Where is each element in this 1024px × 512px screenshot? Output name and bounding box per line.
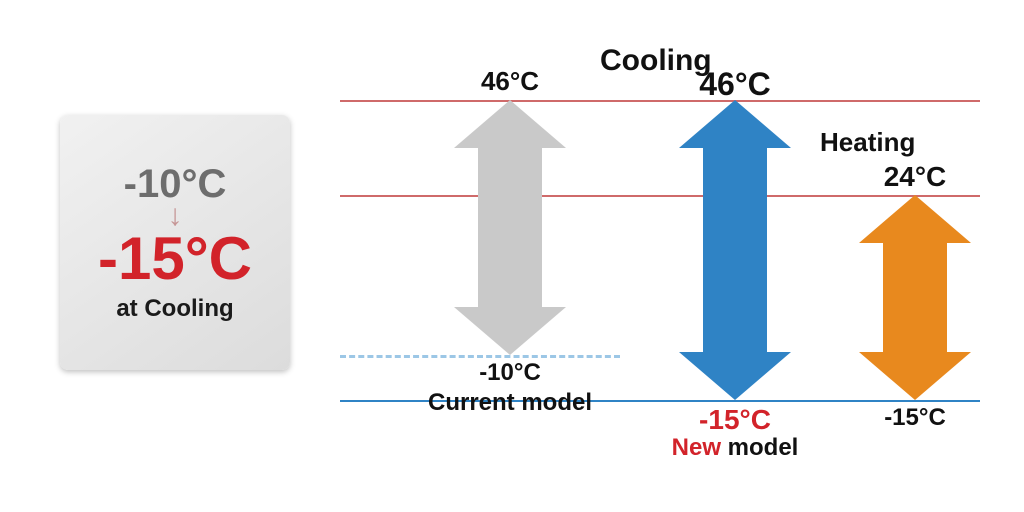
bottom-label-current: -10°C [410,359,610,387]
arrow-shaft [478,148,542,307]
arrow-heating [859,195,971,400]
arrowhead-up-icon [679,100,791,148]
arrowhead-down-icon [454,307,566,355]
top-label-heating: 24°C [830,161,1000,193]
badge-new-temp: -15°C [98,229,252,289]
top-label-new-cool: 46°C [635,66,835,103]
arrowhead-up-icon [859,195,971,243]
temp-badge: -10°C ↓ -15°C at Cooling [60,115,290,370]
arrow-shaft [883,243,947,352]
arrowhead-up-icon [454,100,566,148]
col-new-cool: 46°C -15°CNew model [635,40,835,480]
top-label-current: 46°C [410,66,610,97]
bottom-label-new-cool: -15°C [635,404,835,436]
bottom-label-heating: -15°C [830,404,1000,432]
arrowhead-down-icon [679,352,791,400]
arrowhead-down-icon [859,352,971,400]
arrow-shaft [703,148,767,352]
arrow-current [454,100,566,355]
arrow-new-cool [679,100,791,400]
model-label-new-cool: New model [635,434,835,462]
col-current: 46°C -10°CCurrent model [410,40,610,480]
model-label-current: Current model [410,389,610,417]
badge-caption: at Cooling [116,295,233,323]
col-heating: 24°C -15°C [830,40,1000,480]
range-chart: Cooling Heating 46°C-10°CCurrent model46… [340,40,980,480]
